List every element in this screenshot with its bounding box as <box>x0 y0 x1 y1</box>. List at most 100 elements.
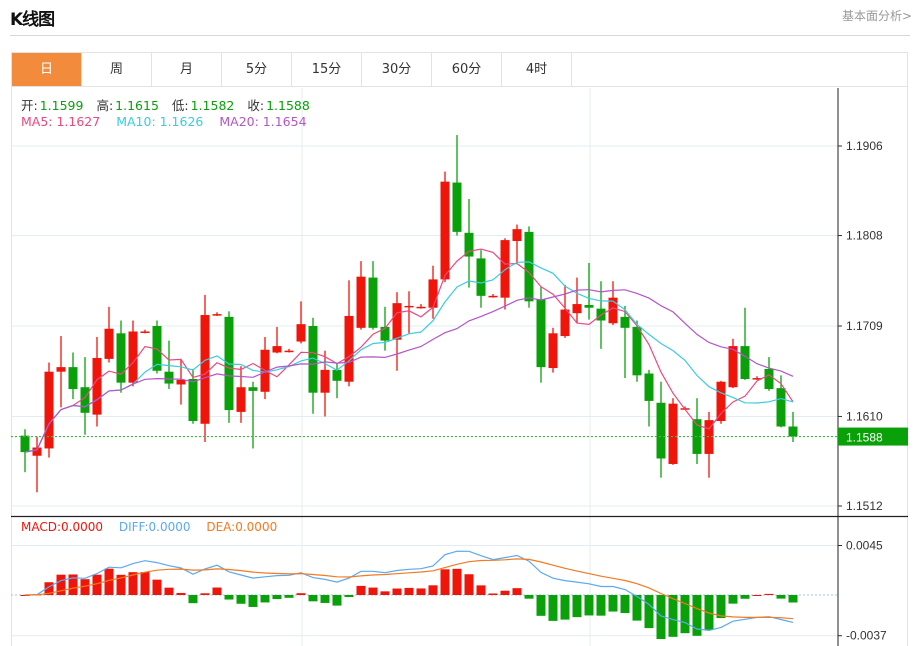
candle-up <box>212 314 222 316</box>
macd-bar-negative <box>332 595 342 606</box>
macd-bar-positive <box>116 574 126 595</box>
macd-bar-positive <box>464 574 474 595</box>
macd-bar-positive <box>56 574 66 595</box>
macd-bar-negative <box>560 595 570 620</box>
tab-15min[interactable]: 15分 <box>292 53 362 86</box>
tab-30min[interactable]: 30分 <box>362 53 432 86</box>
candle-up <box>488 295 498 298</box>
candle-up <box>32 447 42 456</box>
price-tick-label: 1.1610 <box>846 409 883 423</box>
tab-4hour[interactable]: 4时 <box>502 53 572 86</box>
macd-tick-label: -0.0037 <box>846 629 887 643</box>
candle-up <box>44 371 54 449</box>
macd-bar-negative <box>320 595 330 603</box>
candle-up <box>200 315 210 424</box>
price-tick-label: 1.1709 <box>846 319 883 333</box>
candle-down <box>164 371 174 384</box>
macd-bar-negative <box>224 595 234 600</box>
candle-down <box>68 367 78 390</box>
macd-bar-positive <box>356 585 366 595</box>
candle-down <box>788 426 798 437</box>
macd-bar-positive <box>380 591 390 595</box>
macd-bar-positive <box>764 593 774 595</box>
candle-up <box>356 276 366 328</box>
candle-up <box>668 403 678 464</box>
page-title: K线图 <box>10 10 55 30</box>
macd-bar-negative <box>656 595 666 639</box>
candle-up <box>548 333 558 369</box>
candle-up <box>728 346 738 388</box>
tab-week[interactable]: 周 <box>82 53 152 86</box>
dea-line <box>24 558 794 620</box>
macd-bar-positive <box>152 579 162 595</box>
macd-bar-negative <box>776 595 786 599</box>
candle-up <box>128 331 138 383</box>
candle-up <box>56 367 66 372</box>
ma20-value: MA20: 1.1654 <box>219 114 307 129</box>
kline-chart[interactable]: 1.1906 1.1808 1.1709 1.1610 1.1512 0.0045 -0.0… <box>11 88 908 646</box>
macd-bar-positive <box>428 585 438 595</box>
macd-value: MACD:0.0000 <box>21 520 104 534</box>
tab-month[interactable]: 月 <box>152 53 222 86</box>
candle-up <box>344 315 354 382</box>
macd-bar-negative <box>632 595 642 621</box>
candle-up <box>512 229 522 242</box>
macd-bar-negative <box>548 595 558 621</box>
macd-bar-negative <box>572 595 582 618</box>
candle-down <box>632 326 642 376</box>
candle-down <box>656 402 666 459</box>
high-label: 高: <box>96 98 114 113</box>
macd-bar-positive <box>440 569 450 595</box>
candle-up <box>392 303 402 340</box>
macd-bar-positive <box>104 568 114 595</box>
ma5-value: MA5: 1.1627 <box>21 114 101 129</box>
ma20-line <box>24 289 794 453</box>
macd-bar-negative <box>692 595 702 636</box>
candle-down <box>584 304 594 308</box>
macd-bar-positive <box>452 568 462 595</box>
tab-day[interactable]: 日 <box>12 53 82 86</box>
macd-bar-negative <box>536 595 546 616</box>
candle-down <box>368 277 378 328</box>
tab-60min[interactable]: 60分 <box>432 53 502 86</box>
candle-down <box>620 316 630 328</box>
current-price-badge <box>838 427 908 446</box>
macd-bar-negative <box>644 595 654 629</box>
candle-down <box>464 232 474 257</box>
candle-down <box>536 299 546 368</box>
tab-5min[interactable]: 5分 <box>222 53 292 86</box>
candle-down <box>740 346 750 379</box>
candle-up <box>92 357 102 415</box>
macd-bar-positive <box>488 593 498 595</box>
candle-up <box>404 305 414 308</box>
macd-bar-negative <box>584 595 594 616</box>
candle-up <box>284 350 294 353</box>
candle-down <box>116 333 126 383</box>
close-value: 1.1588 <box>266 98 310 113</box>
header-divider <box>10 35 910 36</box>
candle-down <box>644 373 654 401</box>
close-label: 收: <box>247 98 265 113</box>
macd-bar-negative <box>596 595 606 616</box>
ma-legend: MA5: 1.1627 MA10: 1.1626 MA20: 1.1654 <box>21 114 309 129</box>
candle-up <box>296 324 306 342</box>
macd-bar-negative <box>272 595 282 600</box>
macd-bar-positive <box>20 595 30 596</box>
price-tick-label: 1.1512 <box>846 499 883 513</box>
fundamental-analysis-link[interactable]: 基本面分析> <box>841 9 912 23</box>
macd-bar-positive <box>92 574 102 595</box>
candle-up <box>560 309 570 337</box>
macd-bar-positive <box>476 585 486 595</box>
macd-bar-negative <box>524 595 534 599</box>
candle-down <box>776 388 786 427</box>
macd-bar-negative <box>308 595 318 602</box>
open-label: 开: <box>21 98 38 113</box>
macd-bar-positive <box>176 592 186 595</box>
candle-up <box>440 181 450 280</box>
macd-bar-negative <box>620 595 630 614</box>
macd-bar-positive <box>68 574 78 595</box>
candle-up <box>572 304 582 314</box>
candle-up <box>608 297 618 324</box>
candle-up <box>416 306 426 309</box>
macd-bar-positive <box>512 588 522 595</box>
